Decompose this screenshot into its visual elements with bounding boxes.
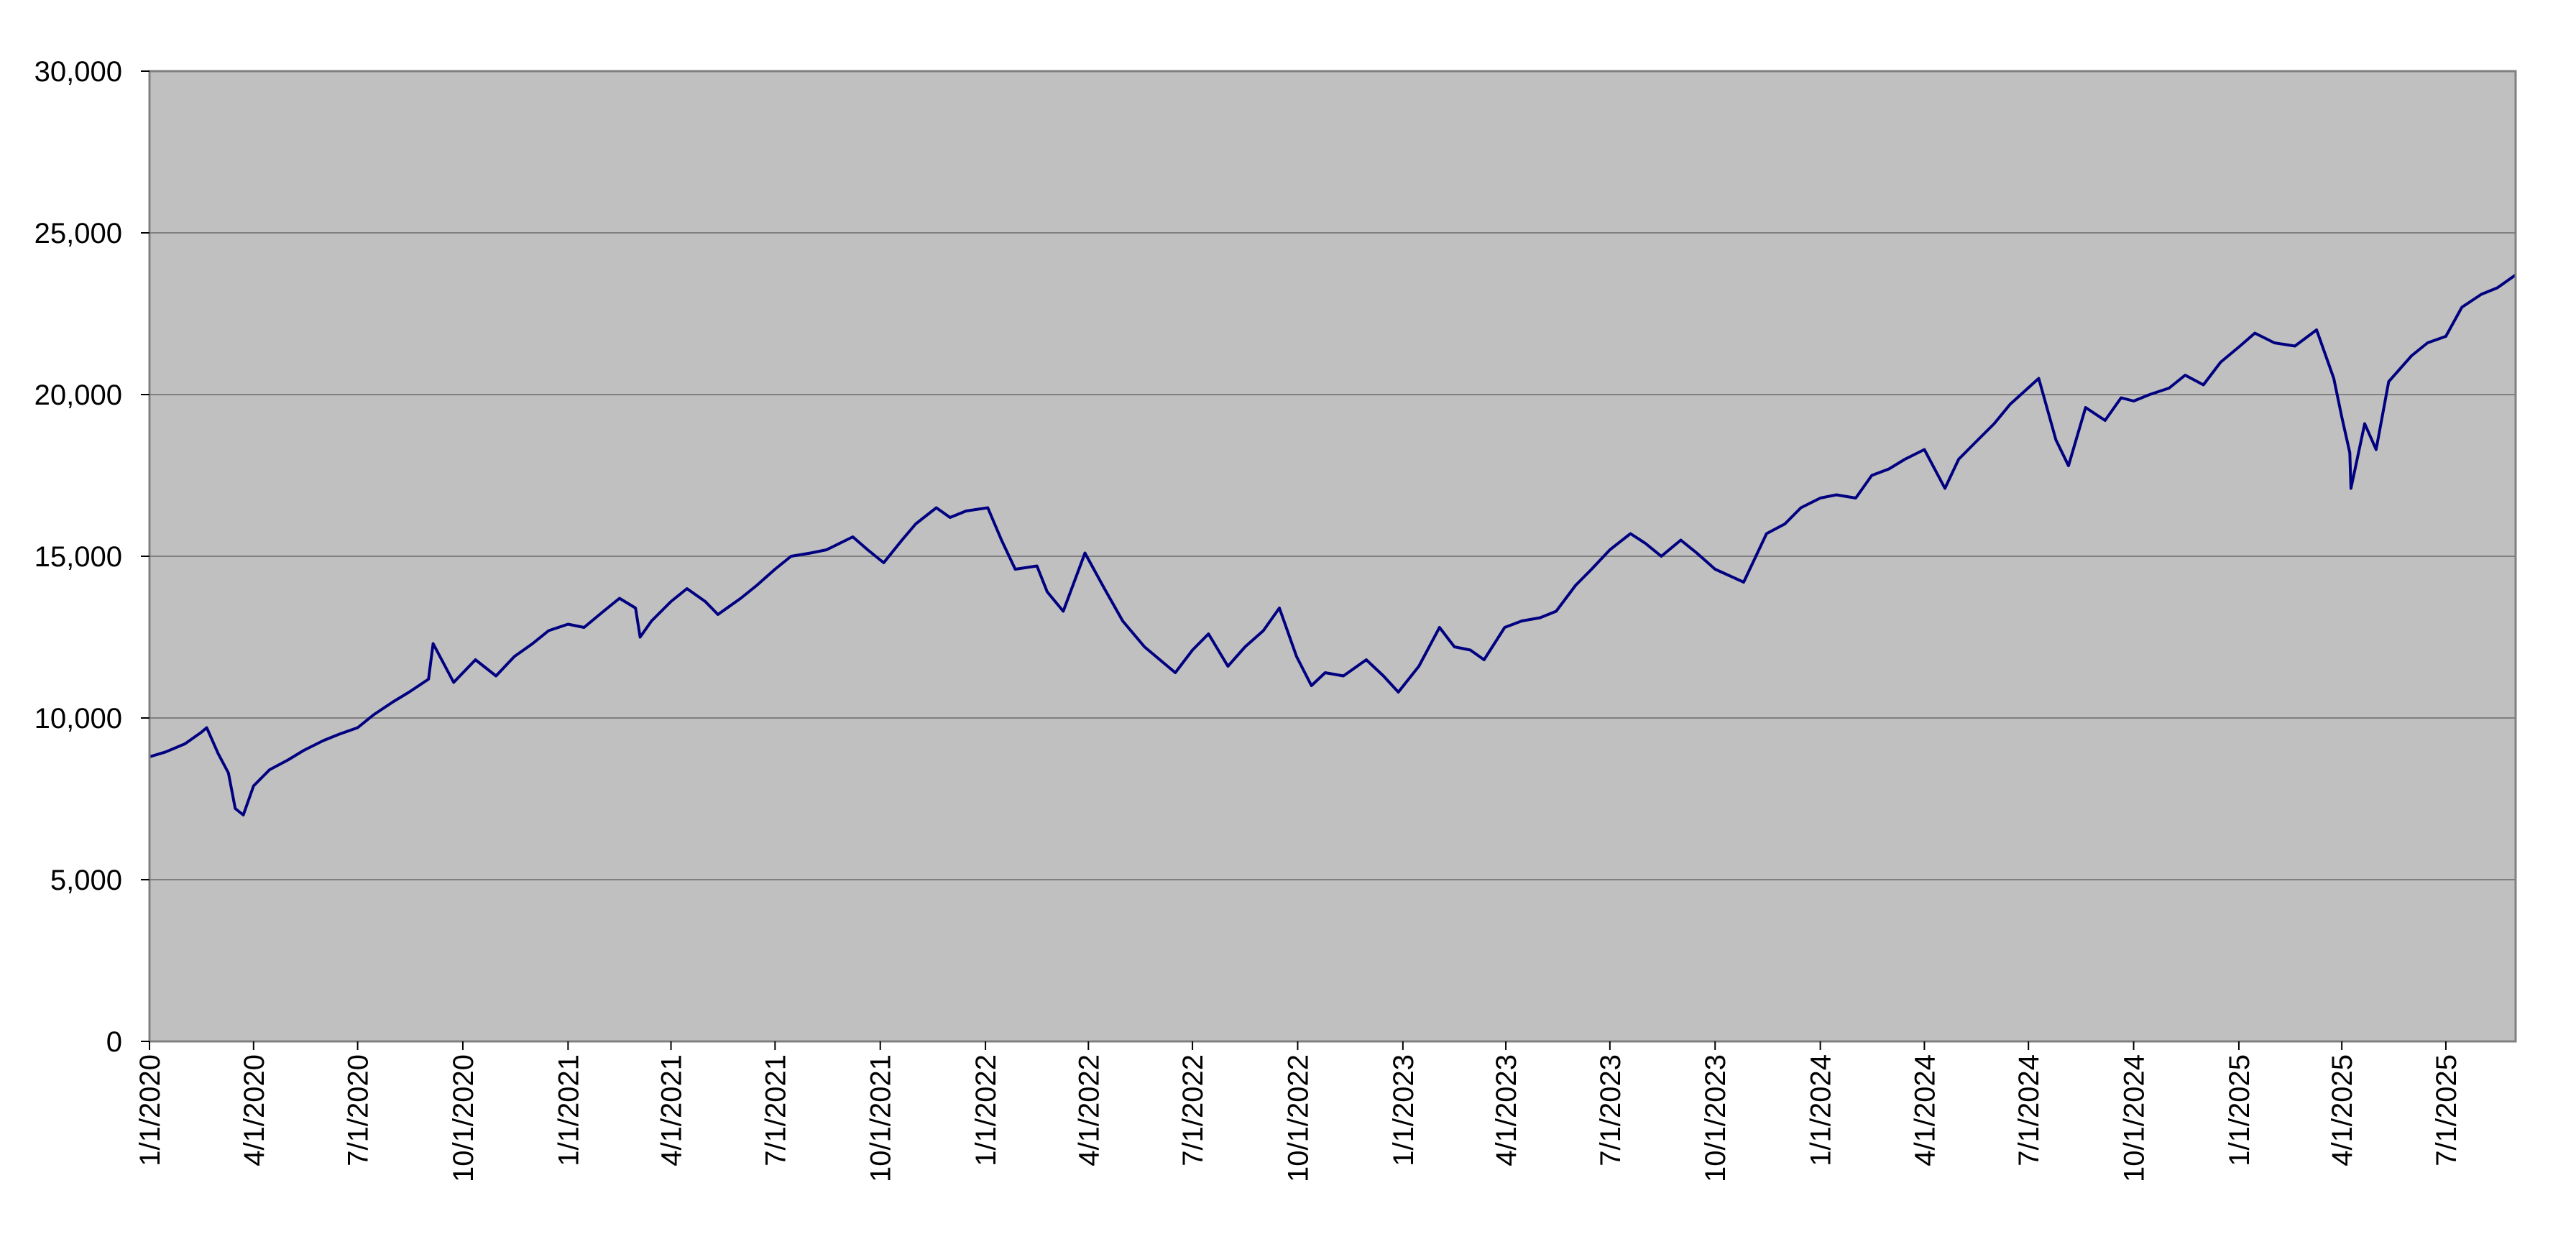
y-tick-label: 30,000 bbox=[34, 56, 122, 88]
x-tick-label: 4/1/2020 bbox=[239, 1054, 270, 1166]
x-axis: 1/1/2020 4/1/2020 7/1/2020 10/1/2020 1/1/202… bbox=[134, 1041, 2462, 1182]
x-tick-label: 7/1/2022 bbox=[1177, 1054, 1209, 1166]
y-tick-label: 0 bbox=[106, 1026, 122, 1058]
x-tick-label: 10/1/2021 bbox=[865, 1054, 897, 1182]
x-tick-label: 10/1/2024 bbox=[2119, 1054, 2150, 1182]
y-tick-label: 10,000 bbox=[34, 703, 122, 735]
x-tick-label: 4/1/2022 bbox=[1073, 1054, 1105, 1166]
x-tick-label: 1/1/2025 bbox=[2224, 1054, 2255, 1166]
x-tick-label: 10/1/2020 bbox=[448, 1054, 479, 1182]
x-tick-label: 1/1/2024 bbox=[1806, 1054, 1837, 1166]
x-tick-label: 10/1/2022 bbox=[1282, 1054, 1314, 1182]
x-tick-label: 7/1/2020 bbox=[343, 1054, 374, 1166]
x-tick-label: 1/1/2023 bbox=[1388, 1054, 1420, 1166]
x-tick-label: 4/1/2024 bbox=[1909, 1054, 1941, 1166]
x-tick-label: 7/1/2021 bbox=[760, 1054, 791, 1166]
y-tick-label: 25,000 bbox=[34, 218, 122, 249]
x-tick-label: 7/1/2024 bbox=[2013, 1054, 2045, 1166]
series-line bbox=[149, 273, 2517, 816]
x-tick-label: 10/1/2023 bbox=[1700, 1054, 1731, 1182]
y-tick-label: 5,000 bbox=[50, 865, 122, 896]
x-tick-label: 1/1/2022 bbox=[970, 1054, 1002, 1166]
x-tick-label: 7/1/2025 bbox=[2431, 1054, 2462, 1166]
x-tick-label: 1/1/2020 bbox=[134, 1054, 166, 1166]
y-axis: 0 5,000 10,000 15,000 20,000 25,000 30,000 bbox=[34, 56, 150, 1058]
x-tick-label: 4/1/2021 bbox=[656, 1054, 688, 1166]
x-tick-label: 1/1/2021 bbox=[553, 1054, 584, 1166]
x-tick-label: 4/1/2025 bbox=[2327, 1054, 2358, 1166]
x-tick-label: 4/1/2023 bbox=[1491, 1054, 1522, 1166]
x-tick-label: 7/1/2023 bbox=[1595, 1054, 1627, 1166]
y-tick-label: 20,000 bbox=[34, 379, 122, 411]
y-tick-label: 15,000 bbox=[34, 541, 122, 573]
